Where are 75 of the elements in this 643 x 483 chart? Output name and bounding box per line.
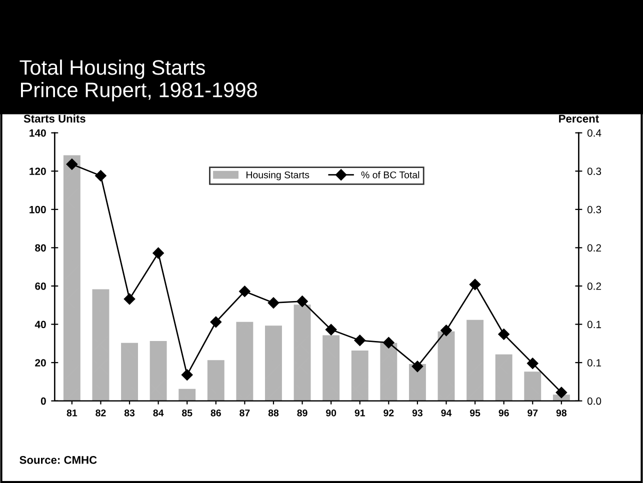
y2-tick-label: 0.0 [587, 397, 602, 405]
point [296, 296, 308, 307]
x-tick-label: 89 [297, 409, 308, 416]
y2-tick-label: 0.1 [587, 320, 602, 328]
y2-tick-label: 0.4 [587, 129, 602, 137]
x-tick-label: 95 [470, 409, 480, 416]
x-tick-label: 94 [441, 409, 452, 416]
point [268, 297, 280, 308]
bar [322, 335, 340, 401]
point [354, 334, 366, 346]
bar [495, 354, 512, 401]
point [527, 358, 538, 369]
bar [92, 289, 110, 401]
x-tick-label: 90 [326, 409, 336, 416]
x-tick-label: 97 [528, 409, 538, 416]
x-tick-label: 96 [498, 409, 509, 416]
x-tick-label: 98 [556, 409, 567, 416]
point [182, 369, 193, 380]
x-tick-label: 87 [240, 409, 250, 416]
x-tick-label: 88 [268, 409, 279, 416]
y2-axis-title: Percent [559, 114, 599, 123]
y2-tick-label: 0.1 [587, 359, 602, 366]
point [325, 324, 337, 336]
point [556, 386, 568, 398]
y-tick-label: 80 [35, 244, 46, 252]
bar [438, 331, 455, 401]
x-tick-label: 91 [354, 409, 366, 416]
x-tick-label: 84 [153, 409, 164, 416]
point [95, 170, 106, 182]
point [412, 360, 424, 372]
bar [294, 304, 311, 401]
y2-tick-label: 0.3 [587, 168, 602, 175]
legend-label: % of BC Total [361, 171, 420, 178]
bar [466, 320, 484, 401]
point [210, 316, 222, 328]
bar [121, 342, 138, 401]
bar [265, 326, 282, 401]
x-tick-label: 82 [96, 409, 106, 416]
point [239, 286, 250, 297]
y-tick-label: 60 [35, 282, 46, 290]
point [440, 324, 452, 336]
x-tick-label: 92 [384, 409, 394, 416]
chart-title: Total Housing Starts Prince Rupert, 1981-1998 [20, 60, 257, 102]
bar [63, 155, 80, 401]
bar [236, 322, 254, 401]
y-axis-title: Starts Units [24, 114, 86, 123]
x-tick-label: 93 [412, 409, 423, 416]
y-tick-label: 40 [34, 320, 46, 328]
x-tick-label: 86 [210, 409, 221, 416]
x-tick-label: 85 [182, 409, 192, 416]
bar [207, 360, 224, 401]
point [152, 247, 164, 259]
y2-tick-label: 0.3 [587, 206, 602, 214]
y-tick-label: 120 [30, 168, 46, 175]
point [498, 328, 510, 340]
bar [380, 342, 398, 401]
y-tick-label: 20 [35, 359, 46, 366]
point [469, 278, 481, 290]
x-tick-label: 81 [66, 409, 78, 416]
bar [408, 364, 426, 401]
source-note: Source: CMHC [20, 456, 97, 464]
y-tick-label: 0 [40, 397, 46, 405]
point [66, 158, 78, 170]
y2-tick-label: 0.2 [587, 282, 601, 290]
bar [178, 388, 196, 401]
point [383, 337, 394, 348]
y-tick-label: 100 [30, 206, 46, 214]
point [124, 293, 136, 305]
x-tick-label: 83 [124, 409, 135, 416]
legend-label: Housing Starts [246, 171, 310, 180]
bar [524, 372, 542, 401]
y-tick-label: 140 [30, 129, 46, 137]
bar [150, 340, 167, 401]
y2-tick-label: 0.2 [587, 244, 601, 252]
bar [351, 350, 368, 401]
